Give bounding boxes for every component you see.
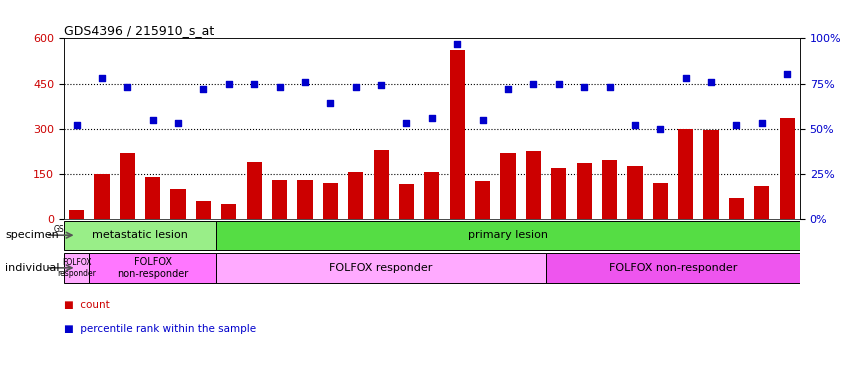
Bar (678, 129, 694, 219)
Bar (780, 118, 795, 219)
Point (349, 84, 363, 90)
Text: individual: individual (5, 263, 60, 273)
Point (323, 100, 337, 106)
Bar (399, 184, 414, 219)
Point (552, 81, 566, 87)
Bar (728, 198, 744, 219)
Point (476, 117, 489, 123)
Point (374, 82, 388, 88)
Point (729, 122, 743, 128)
Point (450, 41, 464, 47)
Bar (704, 130, 719, 219)
Point (222, 81, 236, 87)
Bar (546, 253, 800, 283)
Text: GDS4396 / 215910_s_at: GDS4396 / 215910_s_at (64, 24, 214, 37)
Point (400, 120, 414, 126)
Point (95, 75, 109, 81)
Bar (64, 253, 89, 283)
Point (171, 120, 185, 126)
Bar (526, 151, 541, 219)
Point (755, 120, 768, 126)
Bar (475, 181, 490, 219)
Point (70, 122, 83, 128)
Bar (247, 162, 262, 219)
Point (654, 126, 667, 132)
Bar (216, 220, 800, 250)
Bar (323, 183, 338, 219)
Text: FOLFOX non-responder: FOLFOX non-responder (608, 263, 737, 273)
Bar (449, 50, 465, 219)
Bar (425, 172, 439, 219)
Bar (89, 253, 216, 283)
Bar (374, 150, 389, 219)
Point (603, 84, 616, 90)
Point (248, 81, 261, 87)
Bar (221, 204, 237, 219)
Bar (627, 166, 643, 219)
Bar (348, 172, 363, 219)
Point (121, 84, 134, 90)
Bar (145, 177, 160, 219)
Text: FOLFOX responder: FOLFOX responder (329, 263, 433, 273)
Bar (216, 253, 546, 283)
Text: FOLFOX
non-responder: FOLFOX non-responder (117, 257, 188, 279)
Bar (69, 210, 84, 219)
Point (628, 122, 642, 128)
Bar (297, 180, 312, 219)
Point (273, 84, 287, 90)
Point (577, 84, 591, 90)
Point (197, 86, 210, 92)
Text: ■  percentile rank within the sample: ■ percentile rank within the sample (64, 324, 256, 334)
Point (501, 86, 515, 92)
Point (425, 115, 438, 121)
Text: FOLFOX
responder: FOLFOX responder (57, 258, 96, 278)
Bar (500, 153, 516, 219)
Text: specimen: specimen (6, 230, 60, 240)
Bar (120, 153, 135, 219)
Bar (196, 201, 211, 219)
Text: primary lesion: primary lesion (468, 230, 548, 240)
Point (780, 71, 794, 78)
Point (298, 79, 311, 85)
Bar (94, 174, 110, 219)
Point (146, 117, 159, 123)
Point (527, 81, 540, 87)
Text: metastatic lesion: metastatic lesion (92, 230, 188, 240)
Bar (577, 163, 591, 219)
Bar (551, 168, 567, 219)
Bar (170, 189, 186, 219)
Bar (754, 186, 769, 219)
Bar (602, 160, 617, 219)
Bar (64, 220, 216, 250)
Bar (653, 183, 668, 219)
Bar (272, 180, 287, 219)
Point (705, 79, 718, 85)
Point (679, 75, 693, 81)
Text: ■  count: ■ count (64, 300, 110, 310)
